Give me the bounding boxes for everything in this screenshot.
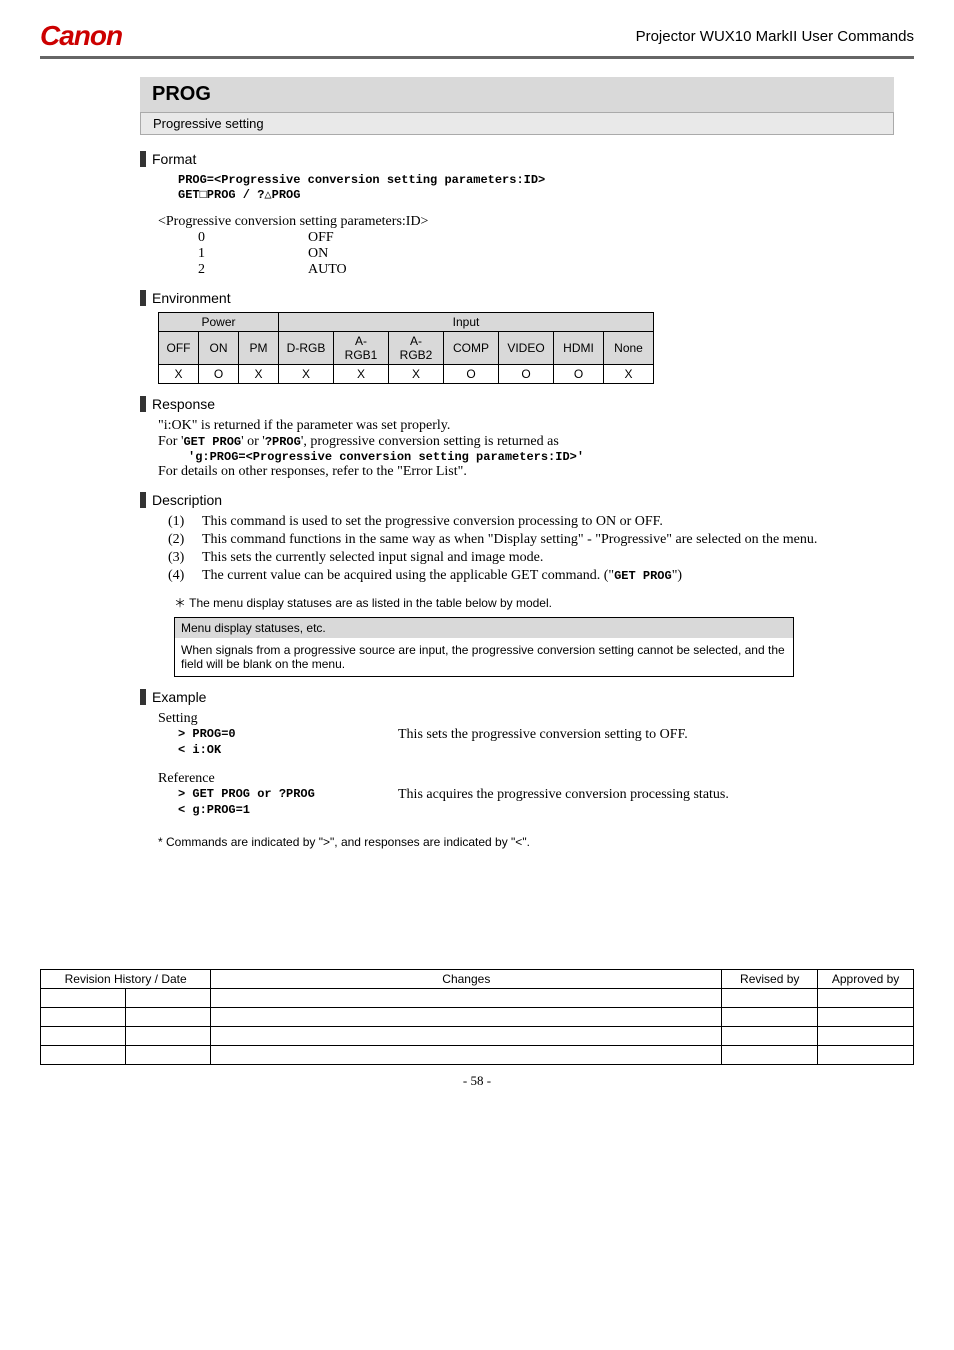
description-item: (4)The current value can be acquired usi… [168,568,894,584]
environment-table: PowerInputOFFONPMD-RGBA-RGB1A-RGB2COMPVI… [158,312,654,384]
example-ref-cmd1: > GET PROG or ?PROG [178,787,398,803]
canon-logo: Canon [40,20,122,52]
param-row: 2AUTO [158,262,894,278]
environment-heading: Environment [140,290,894,306]
response-line-2: For 'GET PROG' or '?PROG', progressive c… [158,434,894,450]
example-setting-cmd2: < i:OK [158,743,894,757]
response-line-1: "i:OK" is returned if the parameter was … [158,418,894,434]
note-body: When signals from a progressive source a… [175,638,793,676]
description-item: (2)This command functions in the same wa… [168,532,894,548]
example-heading: Example [140,689,894,705]
description-heading: Description [140,492,894,508]
page-number: - 58 - [40,1073,914,1089]
example-setting-desc: This sets the progressive conversion set… [398,727,688,743]
note-header: Menu display statuses, etc. [175,618,793,638]
example-ref-cmd2: < g:PROG=1 [158,803,894,817]
star-note: ＊ The menu display statuses are as liste… [174,594,894,611]
section-subtitle: Progressive setting [140,112,894,135]
response-line-4: For details on other responses, refer to… [158,464,894,480]
param-row: 1ON [158,246,894,262]
format-line-1: PROG=<Progressive conversion setting par… [178,173,894,187]
example-footnote: * Commands are indicated by ">", and res… [158,835,894,849]
format-heading: Format [140,151,894,167]
description-item: (3)This sets the currently selected inpu… [168,550,894,566]
example-ref-desc: This acquires the progressive conversion… [398,787,729,803]
note-box: Menu display statuses, etc. When signals… [174,617,794,677]
revision-table: Revision History / DateChangesRevised by… [40,969,914,1065]
section-title: PROG [140,77,894,112]
response-line-3: 'g:PROG=<Progressive conversion setting … [158,450,894,464]
doc-title: Projector WUX10 MarkII User Commands [636,28,914,45]
response-heading: Response [140,396,894,412]
example-setting-cmd1: > PROG=0 [178,727,398,743]
params-label: <Progressive conversion setting paramete… [158,214,894,230]
description-item: (1)This command is used to set the progr… [168,514,894,530]
example-setting-label: Setting [158,711,894,727]
description-list: (1)This command is used to set the progr… [140,514,894,584]
example-ref-label: Reference [158,771,894,787]
params-list: 0OFF1ON2AUTO [158,230,894,278]
page-header: Canon Projector WUX10 MarkII User Comman… [40,20,914,56]
header-rule [40,56,914,59]
param-row: 0OFF [158,230,894,246]
format-line-2: GET□PROG / ?△PROG [178,187,894,202]
